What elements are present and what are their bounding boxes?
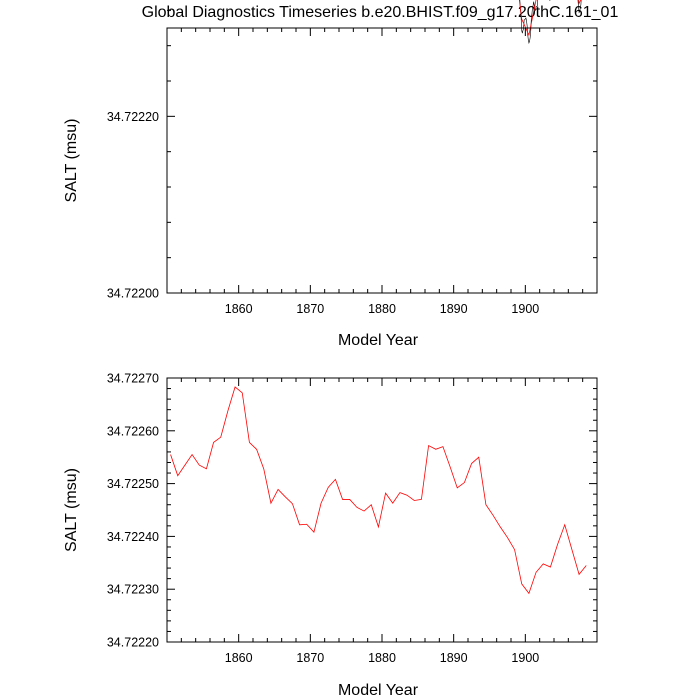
bottom-series-layer bbox=[170, 386, 587, 595]
y-tick-label: 34.72220 bbox=[107, 110, 159, 124]
top-x-axis-label: Model Year bbox=[338, 332, 419, 349]
x-tick-label: 1900 bbox=[511, 651, 539, 665]
x-tick-label: 1900 bbox=[511, 302, 539, 316]
x-tick-label: 1890 bbox=[440, 302, 468, 316]
x-tick-label: 1880 bbox=[368, 302, 396, 316]
top-panel: 1860187018801890190034.7220034.7222034.7… bbox=[63, 0, 598, 349]
x-tick-label: 1880 bbox=[368, 651, 396, 665]
top-plot-frame bbox=[166, 27, 598, 294]
top-series-layer bbox=[518, 0, 587, 44]
x-tick-label: 1870 bbox=[296, 651, 324, 665]
top-y-axis-label: SALT (msu) bbox=[63, 119, 80, 203]
x-tick-label: 1860 bbox=[225, 302, 253, 316]
y-tick-label: 34.72250 bbox=[107, 477, 159, 491]
bottom-ticks-layer: 1860 1870 1880 1890 1900 34.72220 34.72230 34.7… bbox=[107, 372, 597, 665]
bottom-y-axis-label: SALT (msu) bbox=[63, 468, 80, 552]
bottom-panel: 1860 1870 1880 1890 1900 34.72220 34.72230 34.7… bbox=[63, 372, 598, 699]
x-tick-label: 1890 bbox=[440, 651, 468, 665]
top-ticks-layer: 1860187018801890190034.7220034.7222034.7… bbox=[107, 9, 597, 316]
y-tick-label: 34.72200 bbox=[107, 287, 159, 301]
annual-mean-series-line bbox=[170, 386, 587, 595]
y-tick-label: 34.72230 bbox=[107, 583, 159, 597]
y-tick-label: 34.72220 bbox=[107, 636, 159, 650]
x-tick-label: 1870 bbox=[296, 302, 324, 316]
chart-title: Global Diagnostics Timeseries b.e20.BHIS… bbox=[142, 4, 619, 21]
y-tick-label: 34.72270 bbox=[107, 372, 159, 386]
y-tick-label: 34.72260 bbox=[107, 424, 159, 438]
y-tick-label: 34.72240 bbox=[107, 530, 159, 544]
monthly-series-line bbox=[519, 0, 587, 44]
x-tick-label: 1860 bbox=[225, 651, 253, 665]
bottom-x-axis-label: Model Year bbox=[338, 682, 419, 699]
